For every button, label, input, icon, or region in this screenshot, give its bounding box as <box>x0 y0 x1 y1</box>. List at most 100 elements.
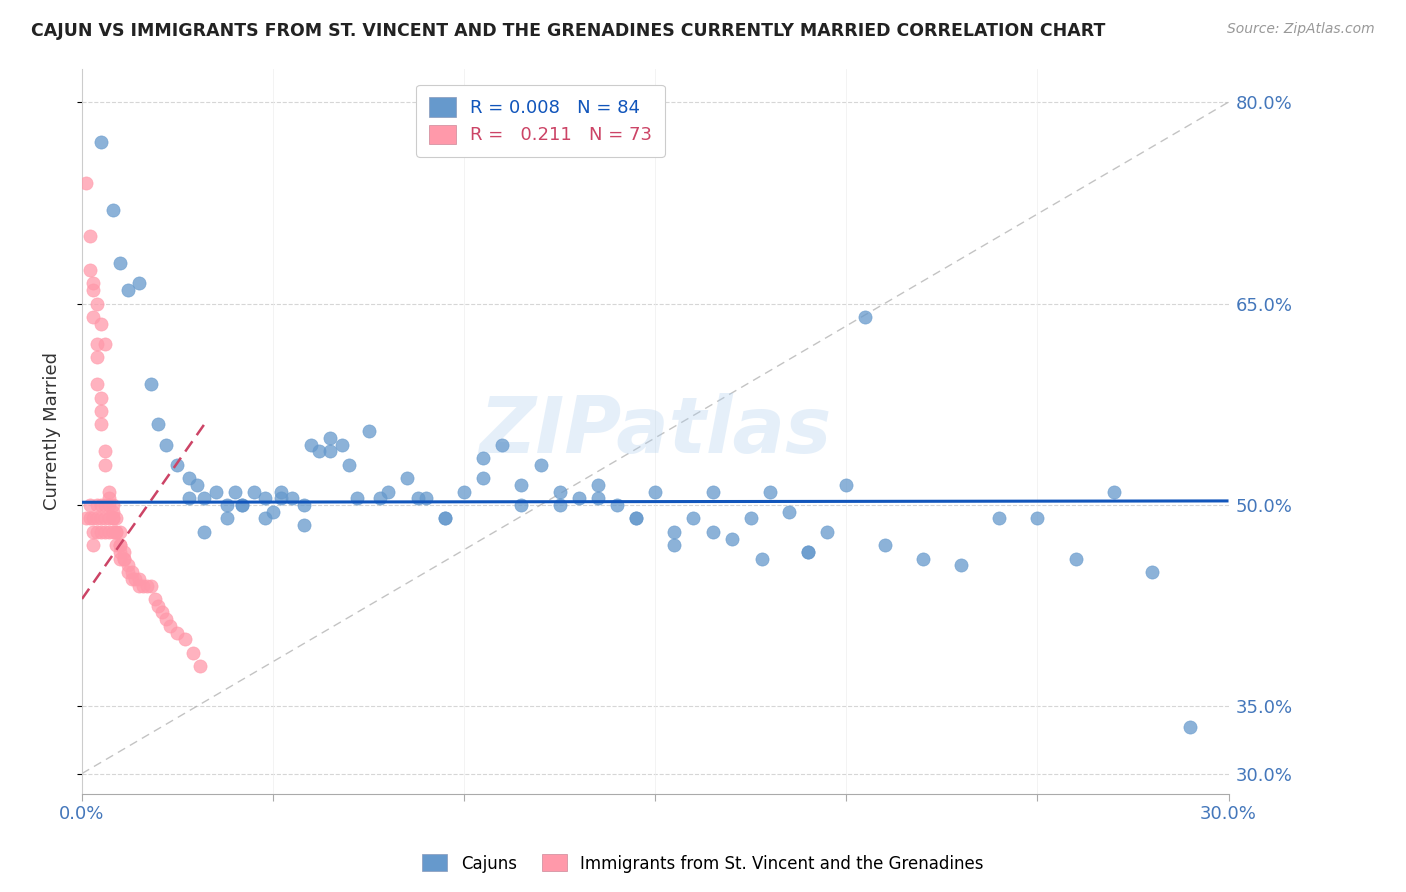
Point <box>90 417 112 432</box>
Point <box>368 491 391 506</box>
Point <box>855 310 877 324</box>
Point <box>108 538 131 552</box>
Point <box>117 565 139 579</box>
Point <box>644 484 666 499</box>
Point <box>101 524 124 539</box>
Point <box>79 498 101 512</box>
Point <box>166 458 188 472</box>
Point <box>79 511 101 525</box>
Point <box>86 498 108 512</box>
Point <box>281 491 304 506</box>
Point <box>135 578 157 592</box>
Point <box>586 491 609 506</box>
Point <box>1140 565 1163 579</box>
Point <box>720 532 742 546</box>
Legend: Cajuns, Immigrants from St. Vincent and the Grenadines: Cajuns, Immigrants from St. Vincent and … <box>416 847 990 880</box>
Point <box>82 283 104 297</box>
Point <box>357 424 380 438</box>
Point <box>112 545 135 559</box>
Point <box>190 659 212 673</box>
Point <box>132 578 155 592</box>
Point <box>90 498 112 512</box>
Point <box>75 511 97 525</box>
Point <box>231 498 253 512</box>
Point <box>108 545 131 559</box>
Point <box>117 283 139 297</box>
Point <box>224 484 246 499</box>
Point <box>949 558 972 573</box>
Point <box>97 524 120 539</box>
Point <box>664 538 686 552</box>
Point <box>835 478 858 492</box>
Y-axis label: Currently Married: Currently Married <box>44 352 60 510</box>
Point <box>86 377 108 392</box>
Point <box>751 551 773 566</box>
Point <box>79 229 101 244</box>
Point <box>121 572 143 586</box>
Point <box>181 646 204 660</box>
Point <box>510 478 533 492</box>
Point <box>624 511 647 525</box>
Point <box>155 612 177 626</box>
Point <box>105 524 128 539</box>
Point <box>586 478 609 492</box>
Point <box>150 606 173 620</box>
Point <box>90 511 112 525</box>
Point <box>292 498 315 512</box>
Legend: R = 0.008   N = 84, R =   0.211   N = 73: R = 0.008 N = 84, R = 0.211 N = 73 <box>416 85 665 157</box>
Point <box>86 296 108 310</box>
Point <box>548 484 571 499</box>
Point <box>330 437 353 451</box>
Point <box>254 511 277 525</box>
Point <box>97 491 120 506</box>
Point <box>797 545 820 559</box>
Point <box>94 458 117 472</box>
Point <box>759 484 782 499</box>
Point <box>682 511 704 525</box>
Point <box>90 524 112 539</box>
Point <box>1102 484 1125 499</box>
Point <box>86 336 108 351</box>
Point <box>121 565 143 579</box>
Point <box>606 498 628 512</box>
Point <box>94 498 117 512</box>
Point <box>270 491 292 506</box>
Point <box>86 511 108 525</box>
Point <box>415 491 437 506</box>
Point <box>319 431 342 445</box>
Point <box>128 277 150 291</box>
Point <box>124 572 146 586</box>
Point <box>101 498 124 512</box>
Point <box>79 263 101 277</box>
Point <box>778 505 800 519</box>
Text: ZIPatlas: ZIPatlas <box>479 393 831 469</box>
Point <box>254 491 277 506</box>
Point <box>1180 719 1202 733</box>
Point <box>155 437 177 451</box>
Point <box>193 524 215 539</box>
Point <box>108 256 131 270</box>
Point <box>270 484 292 499</box>
Point <box>82 511 104 525</box>
Point <box>510 498 533 512</box>
Point <box>911 551 934 566</box>
Point <box>815 524 838 539</box>
Point <box>292 518 315 533</box>
Point <box>231 498 253 512</box>
Point <box>97 511 120 525</box>
Point <box>453 484 475 499</box>
Point <box>174 632 197 647</box>
Point <box>217 498 239 512</box>
Point <box>112 551 135 566</box>
Point <box>90 404 112 418</box>
Point <box>346 491 368 506</box>
Point <box>75 176 97 190</box>
Point <box>529 458 551 472</box>
Point <box>101 202 124 217</box>
Point <box>548 498 571 512</box>
Point <box>143 591 166 606</box>
Point <box>128 572 150 586</box>
Point <box>82 524 104 539</box>
Point <box>101 505 124 519</box>
Point <box>94 511 117 525</box>
